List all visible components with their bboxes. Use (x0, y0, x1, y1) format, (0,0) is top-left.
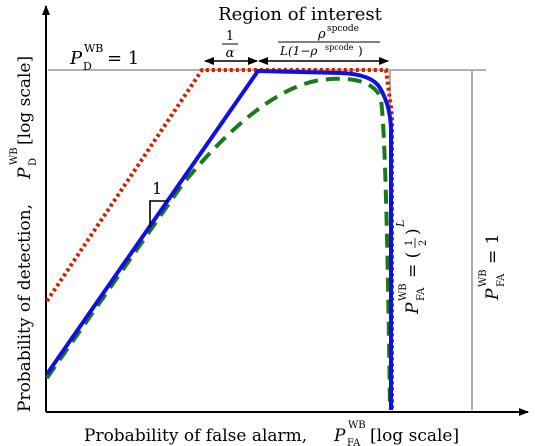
x-axis-label: Probability of false alarm, P FA WB [log… (84, 420, 459, 446)
svg-text:L: L (394, 220, 407, 228)
svg-text:D: D (83, 60, 92, 73)
region-of-interest-label: Region of interest (218, 4, 383, 25)
dotted-red-curve (45, 68, 394, 410)
svg-text:FA: FA (496, 273, 507, 287)
svg-text:WB: WB (478, 269, 489, 287)
svg-text:WB: WB (84, 42, 103, 55)
svg-text:1: 1 (226, 29, 234, 44)
svg-text:D: D (28, 158, 39, 166)
svg-text:WB: WB (398, 283, 409, 301)
svg-text:spcode: spcode (325, 43, 354, 52)
svg-text:P: P (15, 167, 35, 180)
pfa-half-label: P FA WB = ( 1 2 ) L (394, 220, 429, 315)
svg-text:[log scale]: [log scale] (370, 426, 459, 446)
solid-blue-curve (45, 68, 393, 410)
y-axis-label: Probability of detection, P D WB [log sc… (9, 56, 39, 412)
svg-text:P: P (69, 48, 83, 69)
alpha-fraction: 1 α (222, 29, 238, 61)
svg-text:WB: WB (9, 147, 20, 165)
svg-text:ρ: ρ (317, 27, 326, 42)
svg-text:P: P (333, 426, 346, 446)
svg-text:α: α (226, 46, 235, 61)
svg-text:2: 2 (418, 240, 429, 246)
svg-text:FA: FA (416, 287, 427, 301)
svg-text:): ) (403, 228, 423, 235)
svg-text:[log scale]: [log scale] (15, 56, 35, 145)
svg-text:WB: WB (348, 420, 366, 431)
rho-fraction: ρ spcode L(1−ρ spcode ) (278, 24, 380, 58)
svg-text:P: P (403, 302, 423, 315)
pd-equals-one-label: P D WB = 1 (69, 42, 139, 73)
svg-text:= 1: = 1 (483, 234, 503, 264)
slope-triangle (149, 200, 168, 227)
svg-text:Probability of false alarm,: Probability of false alarm, (84, 426, 307, 446)
svg-text:L(1−ρ: L(1−ρ (279, 44, 317, 58)
svg-text:= (: = ( (403, 252, 423, 278)
svg-text:spcode: spcode (327, 24, 359, 34)
svg-text:1: 1 (404, 240, 415, 246)
svg-text:P: P (483, 288, 503, 301)
svg-text:): ) (358, 44, 363, 58)
svg-text:Probability of detection,: Probability of detection, (15, 204, 35, 412)
slope-label: 1 (152, 179, 162, 198)
dashed-green-curve (45, 76, 392, 411)
svg-text:= 1: = 1 (107, 48, 139, 69)
pfa-one-label: P FA WB = 1 (478, 234, 507, 301)
svg-text:FA: FA (347, 438, 361, 446)
